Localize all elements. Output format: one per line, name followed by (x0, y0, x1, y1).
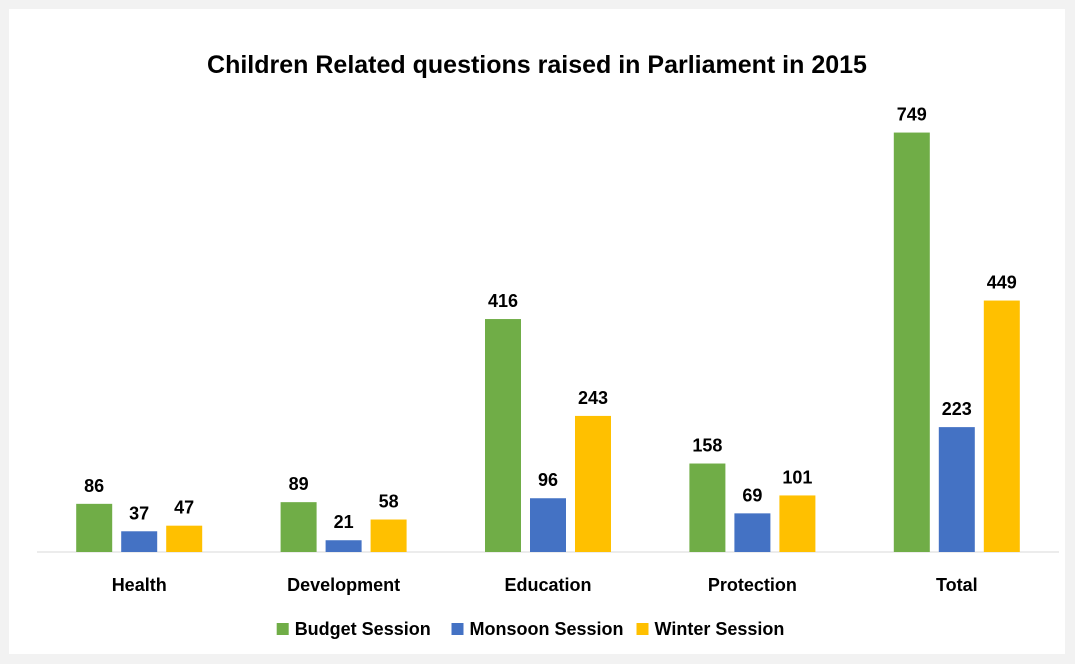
chart-panel: Children Related questions raised in Par… (9, 9, 1065, 654)
legend-swatch (636, 623, 649, 635)
bar-health-winter-session (166, 525, 203, 552)
data-label: 69 (742, 485, 762, 505)
legend-item: Monsoon Session (451, 619, 624, 639)
data-label: 37 (129, 503, 149, 523)
data-label: 416 (488, 291, 518, 311)
bar-protection-monsoon-session (734, 513, 771, 552)
bar-protection-winter-session (779, 495, 816, 552)
legend-label: Budget Session (295, 619, 431, 639)
legend: Budget Session Monsoon Session Winter Sess… (276, 619, 785, 639)
data-label: 58 (379, 492, 399, 512)
data-label: 21 (334, 512, 354, 532)
legend-swatch (451, 623, 464, 635)
x-tick-label: Health (112, 575, 167, 595)
bar-chart: Children Related questions raised in Par… (37, 51, 1059, 639)
data-label: 86 (84, 476, 104, 496)
data-label: 749 (897, 105, 927, 125)
data-label: 158 (692, 436, 722, 456)
bar-education-winter-session (575, 415, 611, 552)
x-tick-label: Development (287, 575, 400, 595)
bar-total-budget-session (893, 132, 930, 552)
x-tick-label: Total (936, 575, 978, 595)
bars-layer: 86 37 47 89 21 58 416 96 243 158 69 101 749 223 449 (76, 105, 1020, 552)
legend-item: Winter Session (636, 619, 785, 639)
x-tick-labels: Health Development Education Protection Tota… (112, 575, 978, 595)
data-label: 243 (578, 388, 608, 408)
legend-swatch (276, 623, 289, 635)
bar-development-budget-session (280, 502, 317, 552)
bar-total-winter-session (983, 300, 1020, 552)
legend-label: Winter Session (655, 619, 785, 639)
data-label: 96 (538, 470, 558, 490)
bar-education-monsoon-session (530, 498, 566, 552)
data-label: 47 (174, 498, 194, 518)
bar-development-winter-session (370, 519, 407, 552)
data-label: 101 (782, 467, 812, 487)
chart-title: Children Related questions raised in Par… (207, 51, 867, 79)
x-tick-label: Protection (708, 575, 797, 595)
bar-health-budget-session (76, 503, 113, 552)
legend-label: Monsoon Session (470, 619, 624, 639)
bar-education-budget-session (485, 319, 521, 552)
bar-protection-budget-session (689, 463, 726, 552)
bar-total-monsoon-session (938, 427, 975, 552)
legend-item: Budget Session (276, 619, 431, 639)
x-tick-label: Education (504, 575, 591, 595)
data-label: 223 (942, 399, 972, 419)
bar-health-monsoon-session (121, 531, 158, 552)
bar-development-monsoon-session (325, 540, 362, 552)
data-label: 89 (289, 474, 309, 494)
data-label: 449 (987, 273, 1017, 293)
